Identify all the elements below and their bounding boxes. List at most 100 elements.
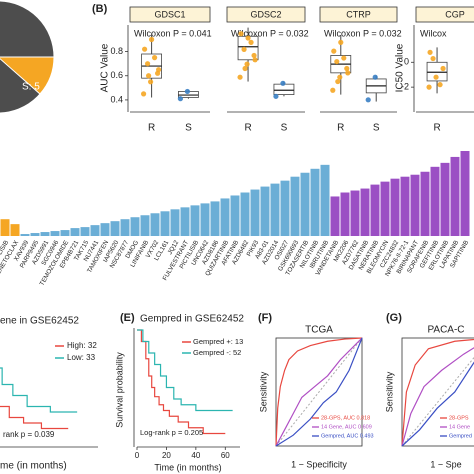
x-tick-label: 20 [162,451,171,460]
curve [275,337,363,447]
annotation: Wilcoxon P = 0.032 [324,28,402,38]
data-point [146,73,152,79]
annotation: Wilcoxon P = 0.032 [231,28,309,38]
data-point [430,55,436,62]
data-point [440,65,446,72]
data-point [344,65,350,72]
x-tick-label: S [185,123,192,134]
bar [340,192,350,236]
data-point [437,82,443,88]
data-point [142,46,148,52]
bar [450,156,460,236]
bar [210,201,220,236]
bar [220,198,230,236]
data-point [337,74,343,80]
bar [410,174,420,236]
facet-title: CGP [445,9,465,19]
bar [150,213,160,236]
data-point [426,84,432,90]
data-point [251,52,257,59]
legend-label: High: 32 [67,341,97,350]
curve [275,337,363,447]
data-point [245,35,251,41]
annotation: rank p = 0.039 [3,430,55,439]
legend-label: 14 Gene [449,424,470,430]
panel-title: ene in GSE62452 [0,316,79,327]
diagonal [275,337,363,447]
y-axis-label: AUC Value [100,43,111,92]
data-point [334,58,340,65]
facet-title: GDSC2 [250,9,281,19]
data-point [152,55,158,61]
legend-label: 14 Gene, AUC 0.609 [321,424,372,430]
y-tick-label: -2 [401,82,409,92]
panel-tag: (E) [120,312,135,324]
x-axis-label: me (in months) [0,461,67,472]
bar [440,162,450,236]
bar [330,196,340,236]
bar [10,224,20,236]
bar [260,186,270,236]
x-tick-label: S [373,123,380,134]
bar [380,181,390,236]
bar [240,192,250,236]
data-point [335,78,341,85]
bar [310,168,320,236]
legend-label: Gempred +: 13 [193,337,243,346]
data-point [331,48,337,54]
data-point [280,80,286,86]
curve [0,367,78,413]
bar [420,171,430,236]
bar [20,234,30,236]
data-point [365,97,371,103]
bar [120,219,130,236]
data-point [237,74,243,80]
data-point [252,57,258,63]
y-axis-label: Sensitivity [258,371,268,412]
bar [280,180,290,236]
bar [400,176,410,236]
facet-title: GDSC1 [154,9,185,19]
curve [401,338,474,447]
bar [140,215,150,236]
x-axis-label: 1 − Spe [430,459,461,469]
curve [401,361,474,447]
y-axis-label: Survival probability [114,352,124,428]
legend-label: Gempred, AUC 0.493 [321,433,374,439]
data-point [148,79,154,85]
x-axis-label: Time (in months) [154,462,221,472]
panel-title: TCGA [305,325,333,336]
x-tick-label: R [433,123,440,134]
x-tick-label: 0 [135,451,140,460]
bar [300,172,310,236]
bar [360,188,370,236]
panel-tag: (F) [258,312,272,324]
facet-strip [415,6,474,23]
curve [0,405,69,430]
x-tick-label: 60 [221,451,230,460]
panel-tag: (B) [92,3,108,15]
y-tick-label: 0.8 [110,46,123,56]
data-point [145,61,151,67]
bar [170,209,180,236]
bar [230,195,240,236]
data-point [427,49,433,55]
facet-title: CTRP [346,9,371,19]
y-tick-label: 0.6 [110,70,123,80]
legend-label: Low: 33 [67,353,96,362]
data-point [184,88,190,95]
x-tick-label: R [148,123,155,134]
curve [137,329,233,412]
y-tick-label: 0.4 [110,94,123,104]
facet-strip [319,6,398,23]
plot-frame [275,337,363,447]
box [273,83,295,96]
bar [90,225,100,236]
annotation: Wilcox [420,28,447,38]
data-point [338,39,344,46]
data-point [433,74,439,80]
bar [320,164,330,236]
data-point [248,39,254,46]
y-tick-label: 0 [404,57,409,67]
